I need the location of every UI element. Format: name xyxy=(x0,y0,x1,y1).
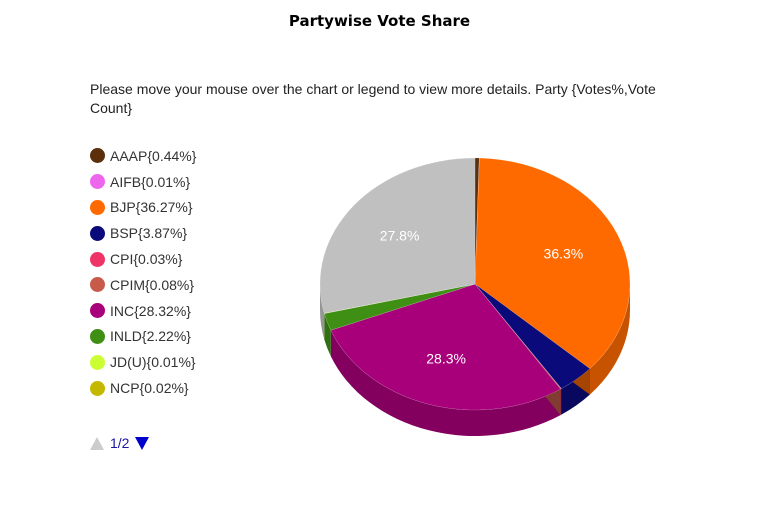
legend-label: INC{28.32%} xyxy=(110,302,191,319)
legend-label: NCP{0.02%} xyxy=(110,380,189,397)
pie-slice-bjp[interactable] xyxy=(474,157,631,369)
legend-pager: 1/2 xyxy=(90,435,150,451)
legend-marker xyxy=(90,328,105,344)
legend-label: CPIM{0.08%} xyxy=(110,276,195,293)
page-down-arrow-icon[interactable] xyxy=(135,436,150,450)
legend-item[interactable]: AAAP{0.44%} xyxy=(90,143,196,169)
legend-marker xyxy=(90,380,105,396)
legend-marker xyxy=(90,199,105,215)
pie-slice-cpim[interactable] xyxy=(474,283,562,390)
legend-item[interactable]: INLD{2.22%} xyxy=(90,324,196,350)
page-up-arrow-icon[interactable] xyxy=(90,436,104,450)
pie-slice-inc[interactable] xyxy=(330,283,561,411)
legend-marker xyxy=(90,225,105,241)
legend-label: AIFB{0.01%} xyxy=(110,173,191,190)
pie-slice-side xyxy=(589,284,630,395)
legend-marker xyxy=(90,148,105,164)
chart-subtitle: Please move your mouse over the chart or… xyxy=(90,81,656,116)
legend-label: BSP{3.87%} xyxy=(110,225,188,242)
pie-slice-side xyxy=(320,284,325,340)
legend-marker xyxy=(90,277,105,293)
legend-label: INLD{2.22%} xyxy=(110,328,191,345)
legend-item[interactable]: CPI{0.03%} xyxy=(90,246,196,272)
pie-slice-other[interactable] xyxy=(319,157,476,314)
legend-label: BJP{36.27%} xyxy=(110,199,193,216)
slice-label: 28.3% xyxy=(426,351,466,367)
legend-marker xyxy=(90,251,105,267)
legend-marker xyxy=(90,303,105,319)
slice-label: 36.3% xyxy=(544,245,584,261)
pie-slice-aifb[interactable] xyxy=(474,157,480,285)
pie-slice-side xyxy=(330,330,561,436)
legend-item[interactable]: AIFB{0.01%} xyxy=(90,169,196,195)
page-indicator: 1/2 xyxy=(110,435,130,451)
legend: AAAP{0.44%} AIFB{0.01%} BJP{36.27%} BSP{3.8… xyxy=(90,143,196,401)
legend-label: AAAP{0.44%} xyxy=(110,147,197,164)
legend-label: JD(U){0.01%} xyxy=(110,354,196,371)
legend-item[interactable]: INC{28.32%} xyxy=(90,298,196,324)
legend-item[interactable]: NCP{0.02%} xyxy=(90,375,196,401)
legend-item[interactable]: BJP{36.27%} xyxy=(90,195,196,221)
legend-marker xyxy=(90,354,105,370)
pie-slice-cpi[interactable] xyxy=(474,283,562,390)
chart-title: Partywise Vote Share xyxy=(288,12,471,30)
pie-slice-inld[interactable] xyxy=(323,283,476,331)
legend-item[interactable]: BSP{3.87%} xyxy=(90,220,196,246)
pie-slice-bsp[interactable] xyxy=(474,283,591,389)
legend-item[interactable]: CPIM{0.08%} xyxy=(90,272,196,298)
legend-item[interactable]: JD(U){0.01%} xyxy=(90,349,196,375)
legend-label: CPI{0.03%} xyxy=(110,251,183,268)
pie-slice-side xyxy=(324,313,331,357)
pie-slice-aaap[interactable] xyxy=(474,157,480,285)
slice-label: 27.8% xyxy=(380,228,420,244)
legend-marker xyxy=(90,174,105,190)
